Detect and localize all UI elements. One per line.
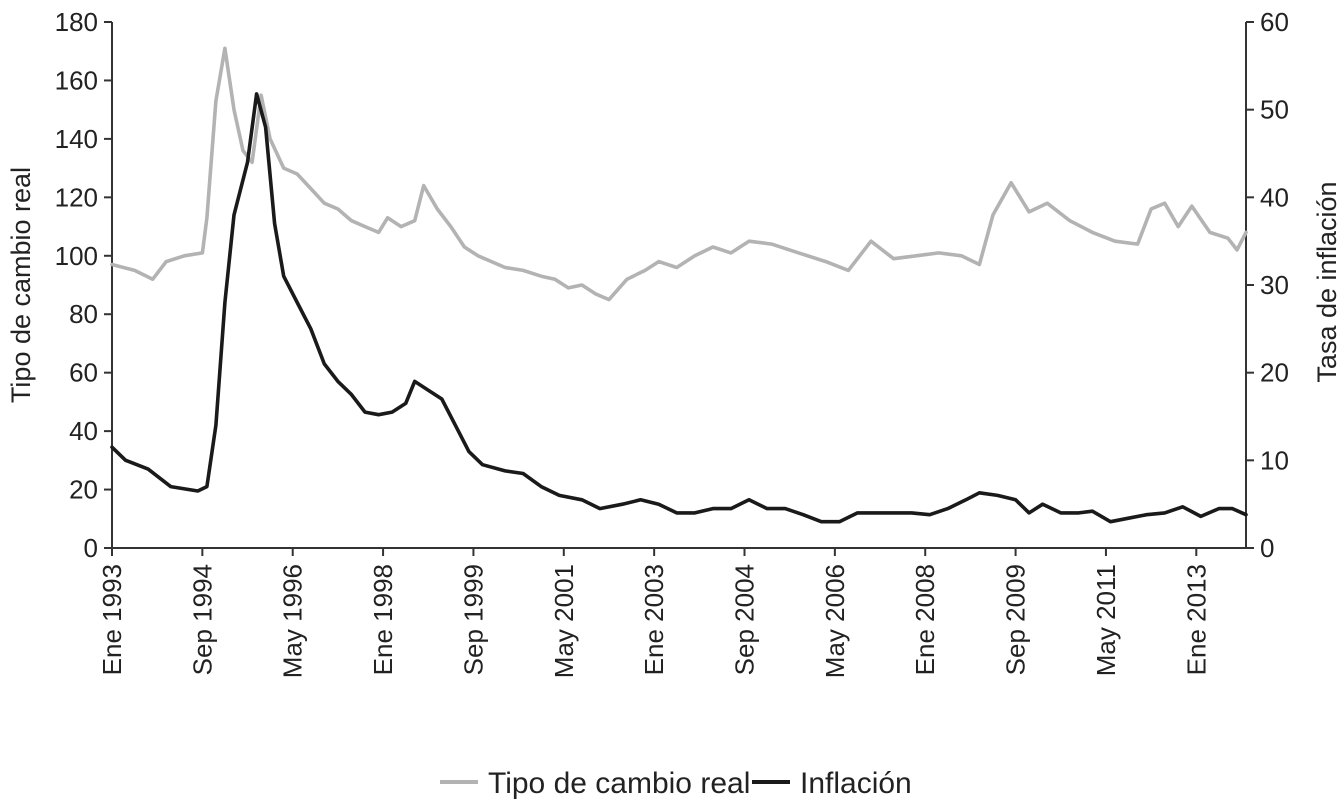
left-tick-label: 180 xyxy=(55,7,98,37)
right-tick-label: 0 xyxy=(1260,533,1274,563)
x-tick-label: Sep 2009 xyxy=(1001,564,1031,675)
right-y-axis: 0 10 20 30 40 50 60 xyxy=(1245,7,1289,563)
series-layer xyxy=(110,46,1248,524)
x-tick-label: Ene 2008 xyxy=(910,564,940,675)
legend-label-tipo-de-cambio: Tipo de cambio real xyxy=(488,767,750,800)
series-line-inflacion xyxy=(110,92,1248,524)
x-tick-label: Ene 1998 xyxy=(368,564,398,675)
x-tick-label: May 2001 xyxy=(549,564,579,678)
left-tick-label: 80 xyxy=(69,299,98,329)
series-line-tipo-de-cambio-real xyxy=(110,46,1248,302)
legend: Tipo de cambio real Inflación xyxy=(440,767,912,800)
right-tick-label: 60 xyxy=(1260,7,1289,37)
x-axis: Ene 1993 Sep 1994 May 1996 Ene 1998 Sep 1999… xyxy=(97,547,1246,678)
right-axis-title: Tasa de inflación xyxy=(1312,181,1342,382)
x-tick-label: May 2011 xyxy=(1091,564,1121,676)
left-tick-label: 140 xyxy=(55,124,98,154)
x-tick-label: May 1996 xyxy=(278,564,308,678)
left-tick-label: 60 xyxy=(69,358,98,388)
x-tick-label: May 2006 xyxy=(820,564,850,678)
left-y-axis: 0 20 40 60 80 100 120 140 160 180 xyxy=(55,7,113,563)
legend-label-inflacion: Inflación xyxy=(800,767,912,800)
x-tick-label: Ene 2013 xyxy=(1181,564,1211,675)
x-tick-label: Sep 2004 xyxy=(730,564,760,675)
left-tick-label: 20 xyxy=(69,475,98,505)
x-tick-label: Sep 1999 xyxy=(458,564,488,675)
right-tick-label: 40 xyxy=(1260,182,1289,212)
right-tick-label: 20 xyxy=(1260,358,1289,388)
left-tick-label: 160 xyxy=(55,65,98,95)
right-tick-label: 50 xyxy=(1260,95,1289,125)
x-tick-label: Ene 1993 xyxy=(97,564,127,675)
right-tick-label: 10 xyxy=(1260,445,1289,475)
right-tick-label: 30 xyxy=(1260,270,1289,300)
left-tick-label: 0 xyxy=(84,533,98,563)
left-tick-label: 40 xyxy=(69,416,98,446)
x-tick-label: Sep 1994 xyxy=(187,564,217,675)
x-tick-label: Ene 2003 xyxy=(639,564,669,675)
left-tick-label: 120 xyxy=(55,182,98,212)
left-tick-label: 100 xyxy=(55,241,98,271)
left-axis-title: Tipo de cambio real xyxy=(6,167,36,403)
